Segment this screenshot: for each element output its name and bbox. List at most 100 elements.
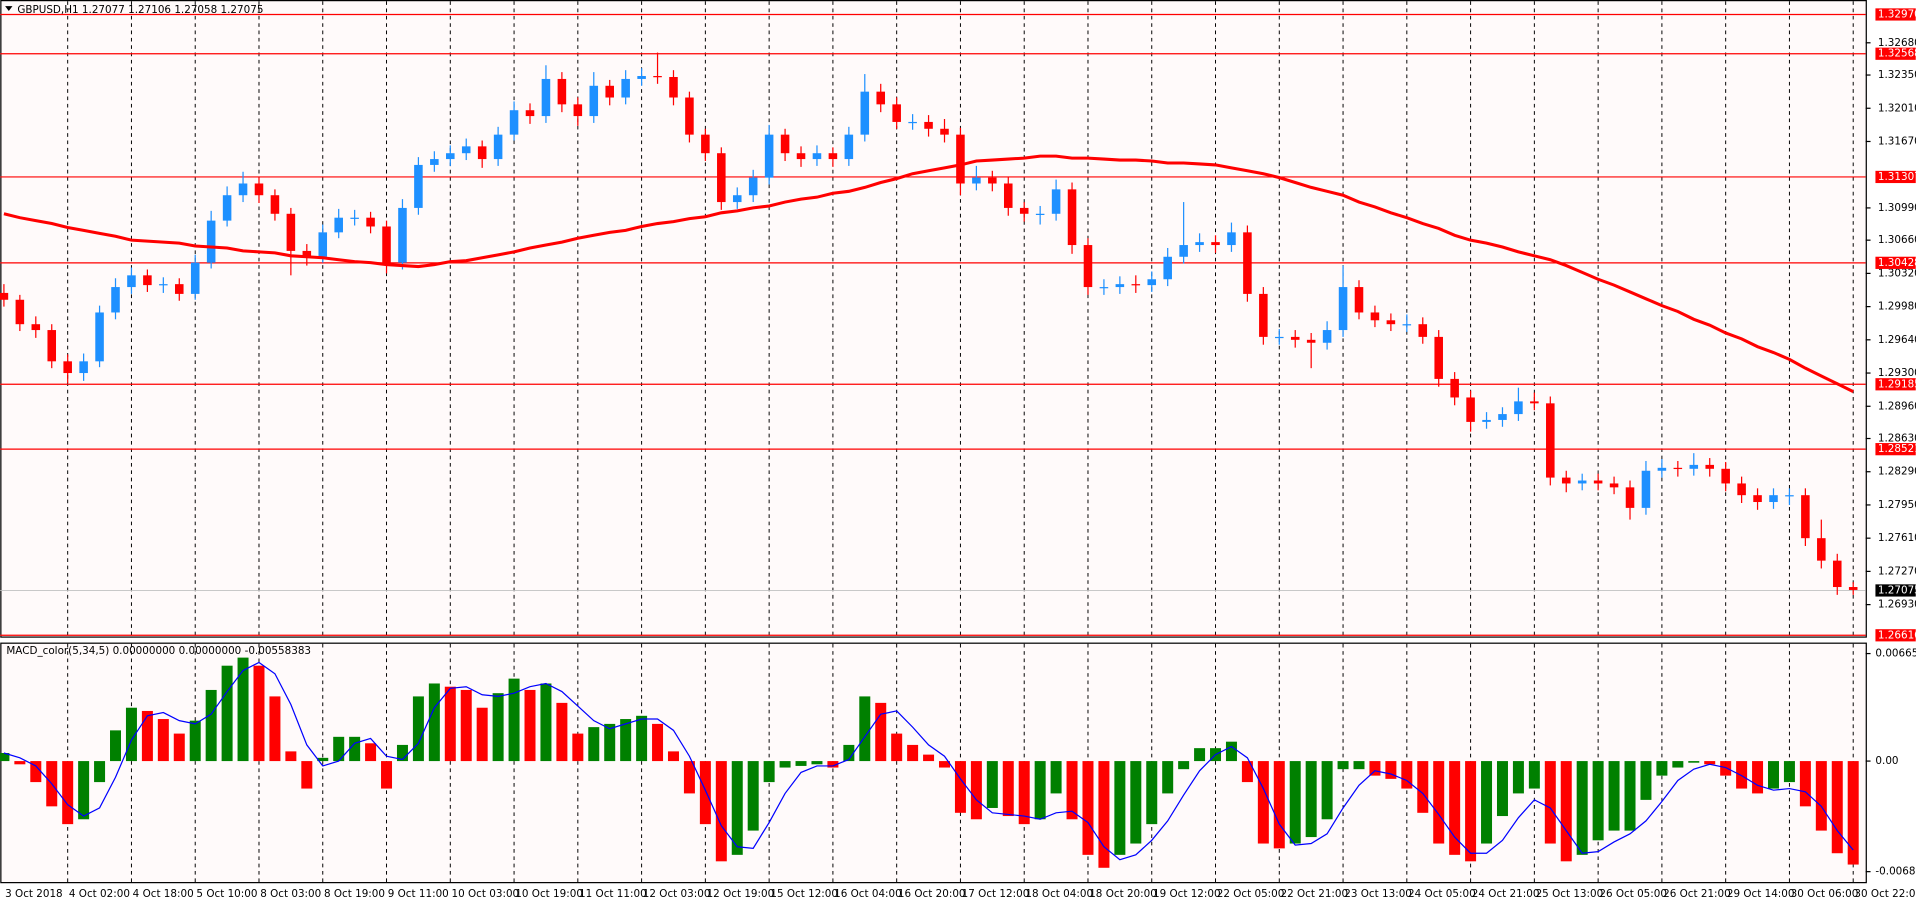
candle-body xyxy=(685,97,694,135)
candle-body xyxy=(701,134,710,154)
candle-body xyxy=(1099,287,1109,289)
histogram-bar xyxy=(779,761,791,768)
candle-body xyxy=(1115,284,1125,288)
candle-body xyxy=(1801,495,1810,539)
x-tick-label: 12 Oct 19:00 xyxy=(707,888,775,900)
histogram-bar xyxy=(444,686,456,762)
candle-body xyxy=(334,217,343,233)
candle-body xyxy=(1243,232,1252,294)
y-tick-label: 1.27950 xyxy=(1878,499,1916,511)
histogram-bar xyxy=(1640,761,1652,800)
candle-body xyxy=(254,183,264,196)
candle-body xyxy=(0,292,9,300)
y-tick-label: 1.29640 xyxy=(1878,334,1916,346)
candle-body xyxy=(1067,189,1077,246)
candle-body xyxy=(812,153,822,160)
x-tick-label: 18 Oct 20:00 xyxy=(1089,888,1157,900)
histogram-bar xyxy=(221,665,233,762)
x-tick-label: 26 Oct 05:00 xyxy=(1599,888,1667,900)
level-label: 1.30428 xyxy=(1878,257,1916,269)
candle-body xyxy=(637,76,646,79)
histogram-bar xyxy=(492,693,504,762)
y-tick-label: 1.26930 xyxy=(1878,599,1916,611)
candle-body xyxy=(876,91,886,105)
candle-body xyxy=(573,104,583,117)
x-tick-label: 24 Oct 21:00 xyxy=(1472,888,1540,900)
histogram-bar xyxy=(875,702,887,762)
candle-body xyxy=(1275,336,1284,339)
histogram-bar xyxy=(1162,761,1174,794)
x-tick-label: 10 Oct 19:00 xyxy=(515,888,583,900)
y-tick-label: 1.30660 xyxy=(1878,234,1916,246)
level-label: 1.32568 xyxy=(1878,48,1916,60)
x-tick-label: 5 Oct 10:00 xyxy=(196,888,257,900)
level-label-box xyxy=(1875,8,1916,21)
histogram-bar xyxy=(1736,761,1748,789)
histogram-bar xyxy=(556,702,568,762)
histogram-bar xyxy=(1194,748,1206,762)
histogram-bar xyxy=(1783,761,1795,783)
candle-body xyxy=(1370,312,1380,321)
candle-body xyxy=(1035,213,1045,216)
y-tick-label: 1.31670 xyxy=(1878,135,1916,147)
level-label-box xyxy=(1875,256,1916,269)
histogram-bar xyxy=(1608,761,1620,831)
histogram-bar xyxy=(540,683,552,762)
histogram-bar xyxy=(1385,761,1397,779)
candle-body xyxy=(796,153,806,160)
candle-body xyxy=(1163,256,1172,280)
x-tick-label: 29 Oct 14:00 xyxy=(1727,888,1795,900)
x-tick-label: 23 Oct 13:00 xyxy=(1344,888,1412,900)
candle-body xyxy=(972,177,981,184)
candle-body xyxy=(79,361,88,374)
candle-body xyxy=(1402,324,1412,326)
x-tick-label: 16 Oct 04:00 xyxy=(834,888,902,900)
candle-body xyxy=(509,110,519,135)
level-label: 1.31307 xyxy=(1878,171,1916,183)
candle-body xyxy=(1625,487,1635,508)
histogram-bar xyxy=(78,761,90,820)
candle-body xyxy=(828,153,838,160)
x-tick-label: 24 Oct 05:00 xyxy=(1408,888,1476,900)
histogram-bar xyxy=(1656,761,1668,776)
histogram-bar xyxy=(1146,761,1158,825)
candle-body xyxy=(892,104,901,122)
histogram-bar xyxy=(1528,761,1540,789)
histogram-bar xyxy=(1688,761,1700,763)
candle-body xyxy=(222,195,232,221)
y-tick-label: 1.32350 xyxy=(1878,69,1916,81)
histogram-bar xyxy=(381,761,393,789)
candle-body xyxy=(1673,467,1683,470)
candle-body xyxy=(780,134,790,154)
candle-body xyxy=(446,153,455,160)
candle-body xyxy=(159,284,168,286)
candle-body xyxy=(605,85,614,98)
candle-body xyxy=(1817,538,1826,561)
y-tick-label: 1.30320 xyxy=(1878,267,1916,279)
y-tick-label: 1.27270 xyxy=(1878,565,1916,577)
histogram-bar xyxy=(1130,761,1142,844)
histogram-bar xyxy=(1433,761,1445,844)
histogram-bar xyxy=(620,719,632,762)
histogram-bar xyxy=(572,733,584,762)
histogram-bar xyxy=(652,723,664,762)
candle-body xyxy=(1147,279,1157,286)
candle-body xyxy=(1561,477,1571,484)
histogram-bar xyxy=(460,689,472,762)
level-label-box xyxy=(1875,47,1916,60)
candle-body xyxy=(1514,401,1523,415)
histogram-bar xyxy=(173,733,185,762)
candle-body xyxy=(525,110,535,117)
candle-body xyxy=(589,85,599,117)
histogram-bar xyxy=(1401,761,1413,789)
candle-body xyxy=(95,312,104,362)
candle-body xyxy=(47,330,57,362)
candle-body xyxy=(493,134,503,160)
candle-body xyxy=(238,183,248,196)
candle-body xyxy=(717,153,726,203)
histogram-bar xyxy=(1752,761,1764,794)
y-tick-label: 1.32010 xyxy=(1878,102,1916,114)
level-label-box xyxy=(1875,443,1916,456)
candle-body xyxy=(477,146,487,160)
